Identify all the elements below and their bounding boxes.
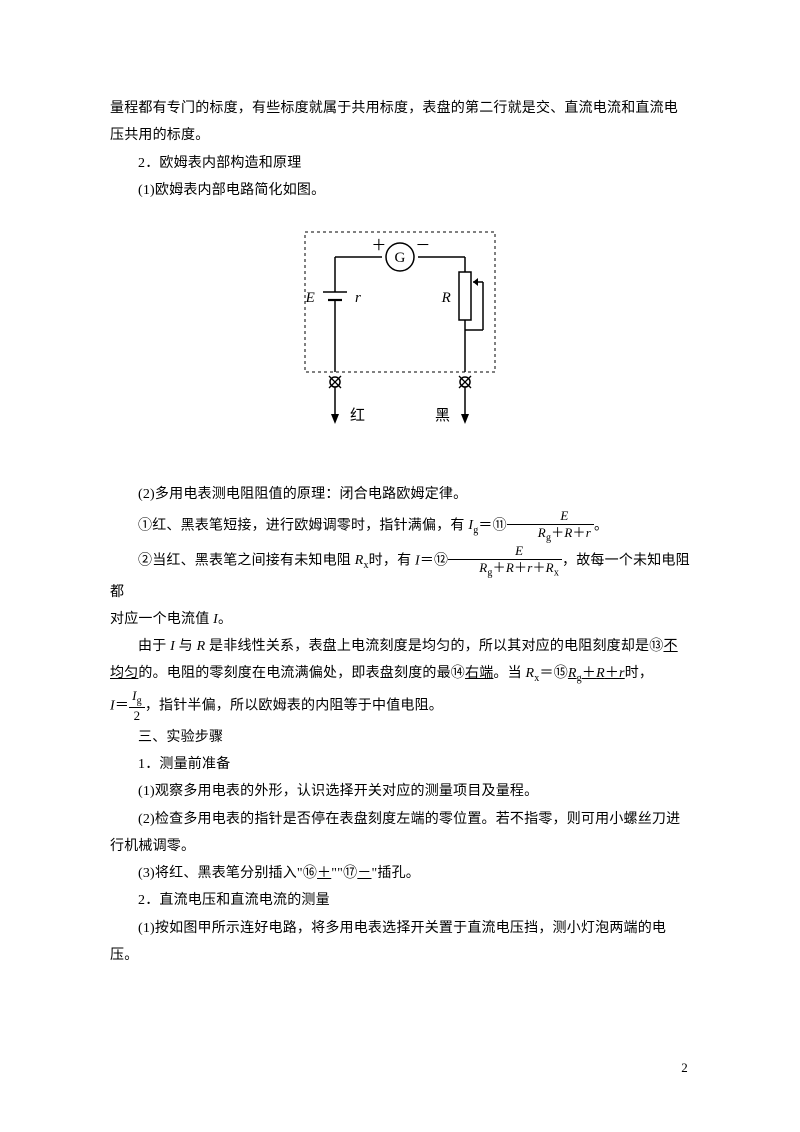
- para-continuation-a: 量程都有专门的标度，有些标度就属于共用标度，表盘的第二行就是交、直流电流和直流电: [110, 95, 690, 122]
- blank-15: Rg＋R＋r: [568, 666, 625, 681]
- para-item-2: (2)多用电表测电阻阻值的原理：闭合电路欧姆定律。: [110, 481, 690, 508]
- page-number: 2: [681, 1055, 688, 1080]
- step-2a: (2)检查多用电表的指针是否停在表盘刻度左端的零位置。若不指零，则可用小螺丝刀进: [110, 806, 690, 833]
- text: 。当: [493, 666, 525, 681]
- text: ""⑰: [331, 866, 357, 881]
- para-nonlinear: 由于 I 与 R 是非线性关系，表盘上电流刻度是均匀的，所以其对应的电阻刻度却是…: [110, 633, 690, 660]
- circuit-svg: G ＋ － E r R: [285, 222, 515, 457]
- text: ＝: [115, 698, 129, 713]
- var-Rx2: Rx: [526, 666, 540, 681]
- para-heading-2: 2．欧姆表内部构造和原理: [110, 150, 690, 177]
- blank-13b: 均匀: [110, 666, 138, 681]
- text: 。: [218, 612, 232, 627]
- text: (3)将红、黑表笔分别插入"⑯: [138, 866, 317, 881]
- var-Ig: Ig: [468, 518, 478, 533]
- para-sub-1: ①红、黑表笔短接，进行欧姆调零时，指针满偏，有 Ig＝⑪ERg＋R＋r。: [110, 509, 690, 544]
- text: ＝⑫: [420, 553, 448, 568]
- battery-r: r: [355, 290, 361, 306]
- step-measure-1: (1)按如图甲所示连好电路，将多用电表选择开关置于直流电压挡，测小灯泡两端的电压…: [110, 915, 690, 970]
- text: 时，: [625, 666, 653, 681]
- text: 对应一个电流值: [110, 612, 213, 627]
- para-half-deflect: I＝Ig2，指针半偏，所以欧姆表的内阻等于中值电阻。: [110, 689, 690, 724]
- text: 由于: [138, 639, 170, 654]
- step-1: (1)观察多用电表的外形，认识选择开关对应的测量项目及量程。: [110, 778, 690, 805]
- text: 的。电阻的零刻度在电流满偏处，即表盘刻度的最⑭: [138, 666, 465, 681]
- circuit-figure: G ＋ － E r R: [110, 222, 690, 467]
- fraction-2: ERg＋R＋r＋Rx: [448, 544, 562, 579]
- text: 。: [594, 518, 608, 533]
- text: ＝⑪: [478, 518, 506, 533]
- page-root: 量程都有专门的标度，有些标度就属于共用标度，表盘的第二行就是交、直流电流和直流电…: [0, 0, 800, 1132]
- para-continuation-b: 压共用的标度。: [110, 122, 690, 149]
- para-nonlinear-cont: 均匀的。电阻的零刻度在电流满偏处，即表盘刻度的最⑭右端。当 Rx＝⑮Rg＋R＋r…: [110, 660, 690, 688]
- wiper-arrow: [473, 278, 478, 286]
- blank-16: ＋: [317, 866, 331, 881]
- fraction-1: ERg＋R＋r: [507, 509, 594, 544]
- para-sub-2: ②当红、黑表笔之间接有未知电阻 Rx时，有 I＝⑫ERg＋R＋r＋Rx，故每一个…: [110, 544, 690, 606]
- text: ①红、黑表笔短接，进行欧姆调零时，指针满偏，有: [138, 518, 468, 533]
- text: ②当红、黑表笔之间接有未知电阻: [138, 553, 355, 568]
- step-2b: 行机械调零。: [110, 833, 690, 860]
- var-Rx: Rx: [355, 553, 369, 568]
- text: ，指针半偏，所以欧姆表的内阻等于中值电阻。: [145, 698, 443, 713]
- label-black: 黑: [435, 408, 450, 424]
- step-3: (3)将红、黑表笔分别插入"⑯＋""⑰－"插孔。: [110, 860, 690, 887]
- text: 时，有: [369, 553, 415, 568]
- text: 是非线性关系，表盘上电流刻度是均匀的，所以其对应的电阻刻度却是⑬: [205, 639, 663, 654]
- text: 与: [175, 639, 197, 654]
- galvanometer-label: G: [394, 250, 405, 266]
- probe-right-arrow: [461, 414, 469, 424]
- heading-3-2: 2．直流电压和直流电流的测量: [110, 887, 690, 914]
- heading-3: 三、实验步骤: [110, 724, 690, 751]
- blank-14: 右端: [465, 666, 493, 681]
- blank-17: －: [357, 866, 371, 881]
- blank-13a: 不: [663, 639, 677, 654]
- para-sub-2-cont: 对应一个电流值 I。: [110, 606, 690, 633]
- heading-3-1: 1．测量前准备: [110, 751, 690, 778]
- battery-E: E: [305, 290, 315, 306]
- fraction-3: Ig2: [129, 689, 145, 724]
- para-item-1: (1)欧姆表内部电路简化如图。: [110, 177, 690, 204]
- probe-left-arrow: [331, 414, 339, 424]
- g-plus: ＋: [371, 238, 386, 254]
- text: ＝⑮: [540, 666, 568, 681]
- g-minus: －: [415, 238, 430, 254]
- resistor-body: [459, 272, 471, 320]
- label-red: 红: [350, 407, 365, 424]
- text: "插孔。: [371, 866, 420, 881]
- resistor-label: R: [441, 290, 451, 306]
